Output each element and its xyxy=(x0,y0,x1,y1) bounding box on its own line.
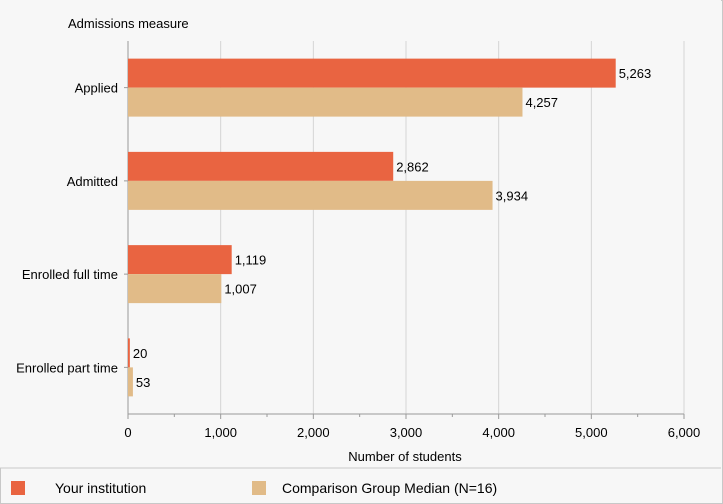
x-tick-label: 0 xyxy=(124,425,131,440)
legend-label-your-institution: Your institution xyxy=(55,480,146,496)
data-label: 3,934 xyxy=(496,188,529,203)
data-label: 1,007 xyxy=(224,282,257,297)
y-axis-title: Admissions measure xyxy=(68,16,189,31)
category-label: Applied xyxy=(75,81,118,96)
legend: Your institution Comparison Group Median… xyxy=(11,480,497,496)
legend-label-comparison-group: Comparison Group Median (N=16) xyxy=(282,480,497,496)
bar-your-institution xyxy=(128,338,130,368)
category-label: Enrolled part time xyxy=(16,360,118,375)
bar-your-institution xyxy=(128,151,394,181)
value-labels: 5,263 4,257 2,862 3,934 1,119 1,007 20 53 xyxy=(133,66,651,390)
data-label: 1,119 xyxy=(235,253,267,268)
category-label: Enrolled full time xyxy=(22,267,118,282)
legend-swatch-your-institution xyxy=(11,481,25,495)
bars xyxy=(128,58,616,397)
data-label: 20 xyxy=(133,346,147,361)
x-axis-title: Number of students xyxy=(348,449,462,464)
category-label: Admitted xyxy=(67,174,118,189)
x-tick-label: 2,000 xyxy=(297,425,330,440)
bar-comparison-group xyxy=(128,180,493,210)
category-labels: Applied Admitted Enrolled full time Enrolle… xyxy=(16,81,118,376)
bar-comparison-group xyxy=(128,367,133,397)
x-tick-labels: 0 1,000 2,000 3,000 4,000 5,000 6,000 xyxy=(124,425,700,440)
x-tick-label: 1,000 xyxy=(204,425,237,440)
bar-comparison-group xyxy=(128,87,523,117)
data-label: 2,862 xyxy=(396,159,429,174)
x-tick-label: 3,000 xyxy=(390,425,423,440)
x-tick-label: 4,000 xyxy=(482,425,515,440)
grid xyxy=(124,41,685,419)
data-label: 53 xyxy=(136,375,150,390)
bar-comparison-group xyxy=(128,274,222,304)
data-label: 5,263 xyxy=(619,66,652,81)
x-tick-label: 6,000 xyxy=(668,425,701,440)
bar-your-institution xyxy=(128,245,232,275)
x-tick-label: 5,000 xyxy=(575,425,608,440)
legend-swatch-comparison-group xyxy=(252,481,266,495)
bar-your-institution xyxy=(128,58,616,88)
data-label: 4,257 xyxy=(525,95,558,110)
